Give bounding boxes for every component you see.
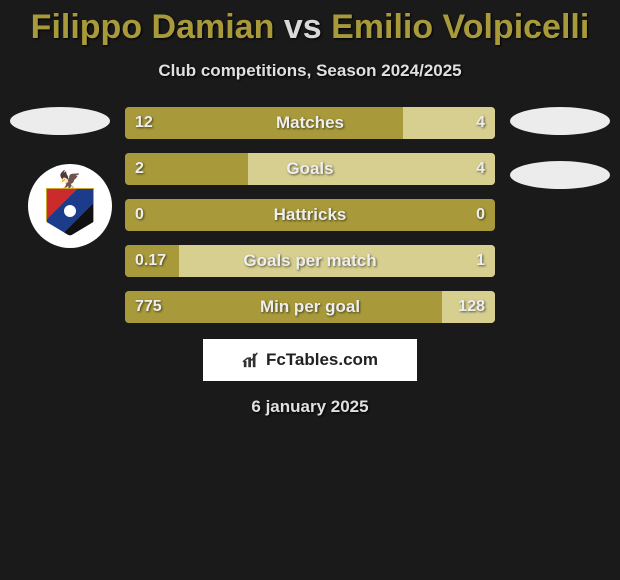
ball-icon bbox=[63, 204, 77, 218]
generated-date: 6 january 2025 bbox=[0, 397, 620, 417]
player1-photo-placeholder bbox=[10, 107, 110, 135]
branding: FcTables.com bbox=[203, 339, 417, 381]
stat-left-seg bbox=[125, 107, 403, 139]
stat-right-seg bbox=[248, 153, 495, 185]
stat-row: Goals per match0.171 bbox=[125, 245, 495, 277]
chart-icon bbox=[242, 351, 260, 369]
eagle-icon: 🦅 bbox=[59, 170, 81, 191]
stat-left-seg bbox=[125, 153, 248, 185]
stat-row: Hattricks00 bbox=[125, 199, 495, 231]
stat-right-seg bbox=[179, 245, 495, 277]
club-crest: 🦅 bbox=[46, 176, 94, 236]
stat-left-seg bbox=[125, 291, 442, 323]
stat-row: Matches124 bbox=[125, 107, 495, 139]
subtitle: Club competitions, Season 2024/2025 bbox=[0, 61, 620, 81]
stat-row: Goals24 bbox=[125, 153, 495, 185]
stat-right-seg bbox=[442, 291, 495, 323]
player2-name: Emilio Volpicelli bbox=[331, 8, 589, 46]
stat-right-seg bbox=[403, 107, 496, 139]
comparison-title: Filippo Damian vs Emilio Volpicelli bbox=[0, 0, 620, 47]
player1-name: Filippo Damian bbox=[31, 8, 275, 46]
player2-photo-placeholder bbox=[510, 107, 610, 135]
title-vs: vs bbox=[284, 8, 322, 46]
stat-row: Min per goal775128 bbox=[125, 291, 495, 323]
stat-bars: Matches124 Goals24 Hattricks00 Goals per ma… bbox=[125, 107, 495, 323]
comparison-content: 🦅 Matches124 Goals24 Hattricks00 Goals per … bbox=[0, 107, 620, 417]
stat-left-seg bbox=[125, 245, 179, 277]
player1-club-badge: 🦅 bbox=[28, 164, 112, 248]
player2-club-placeholder bbox=[510, 161, 610, 189]
stat-left-seg bbox=[125, 199, 495, 231]
branding-text: FcTables.com bbox=[266, 350, 378, 370]
